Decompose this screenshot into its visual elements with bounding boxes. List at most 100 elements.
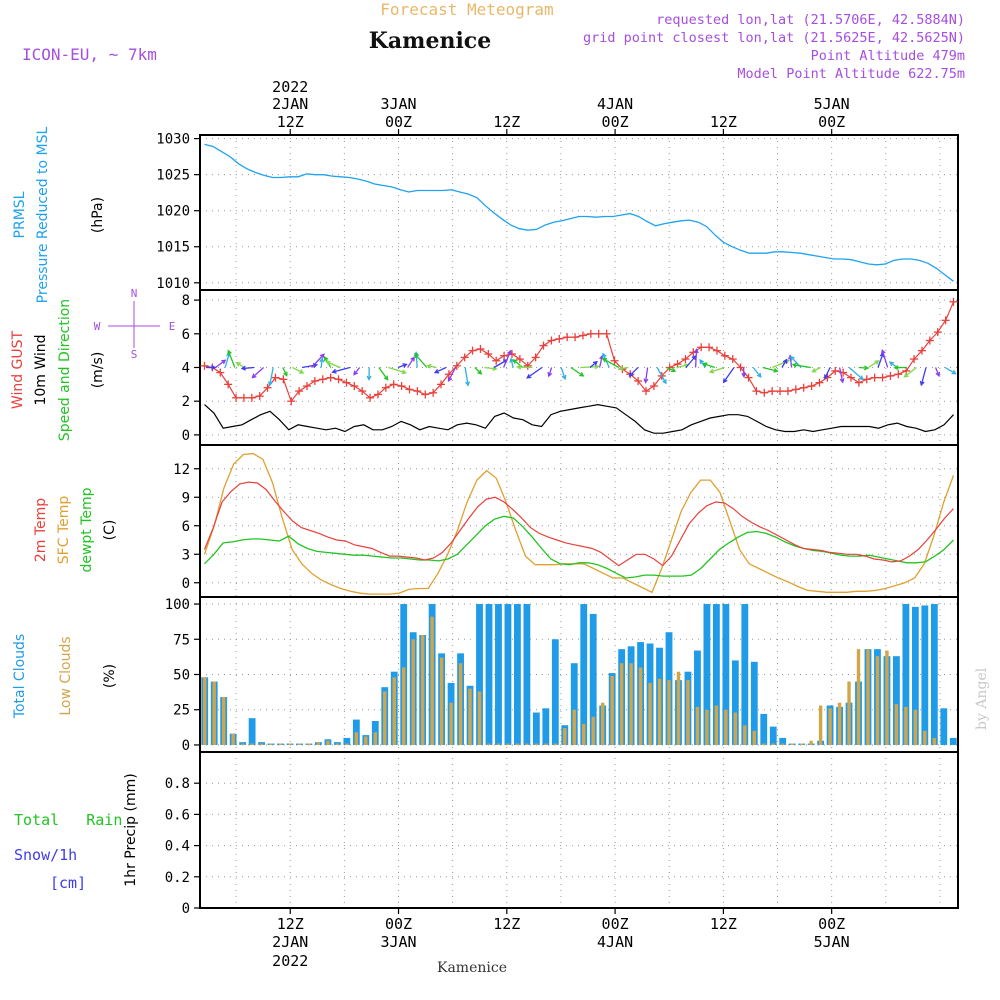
- low-cloud-bar: [591, 716, 595, 745]
- pressure-ytick-label: 1010: [156, 276, 190, 292]
- wind-arrow-head: [383, 375, 389, 381]
- wind-arrow: [589, 361, 598, 368]
- low-cloud-bar: [705, 709, 709, 745]
- clouds-bars: [201, 604, 957, 745]
- bottom-time-label: 12Z: [277, 915, 304, 933]
- total-cloud-bar: [694, 650, 701, 745]
- pressure-prmsl-line: [204, 143, 954, 282]
- wind-gust-marker: [705, 343, 714, 352]
- wind-arrow: [676, 364, 689, 369]
- wind-arrow-head: [331, 368, 337, 374]
- total-cloud-bar: [722, 604, 730, 745]
- wind-gust-marker: [547, 336, 556, 345]
- wind-gust-marker: [807, 382, 816, 391]
- pressure-unit: (hPa): [90, 197, 106, 233]
- wind-arrow: [723, 367, 735, 383]
- wind-arrow: [378, 367, 389, 381]
- low-cloud-bar: [449, 702, 453, 745]
- low-cloud-bar: [866, 649, 870, 745]
- wind-gust-marker: [271, 373, 280, 382]
- low-cloud-bar: [326, 740, 330, 745]
- total-cloud-bar: [495, 604, 502, 745]
- total-cloud-bar: [741, 604, 749, 745]
- wind-arrow-head: [299, 369, 305, 374]
- low-cloud-bar: [818, 705, 823, 745]
- total-cloud-bar: [940, 708, 948, 745]
- wind-gust-marker: [744, 373, 753, 382]
- wind-gust-marker: [571, 333, 580, 342]
- model-label: ICON-EU, ~ 7km: [22, 45, 157, 64]
- low-cloud-bar: [250, 743, 254, 745]
- low-cloud-bar: [373, 732, 377, 745]
- low-cloud-bar: [799, 743, 804, 745]
- top-time-label: 5JAN: [814, 95, 850, 113]
- precipitation-ytick-label: 0.8: [165, 776, 190, 792]
- bottom-time-label: 4JAN: [597, 933, 633, 951]
- wind-arrow: [292, 366, 304, 374]
- pressure-label-a: PRMSL: [12, 191, 28, 238]
- wind-arrow-head: [410, 356, 415, 362]
- wind-arrow-head: [507, 349, 512, 355]
- wind-gust-marker: [602, 329, 611, 338]
- low-cloud-bar: [345, 743, 349, 745]
- total-cloud-bar: [779, 737, 787, 745]
- wind-gust-marker: [460, 353, 469, 362]
- temperature-panel: 0 3 6 9 12: [173, 444, 959, 598]
- low-cloud-bar: [231, 733, 235, 745]
- wind-arrow-head: [722, 378, 728, 384]
- clouds-ytick-label: 0: [182, 738, 190, 754]
- low-cloud-bar: [885, 650, 889, 745]
- total-cloud-bar: [930, 604, 938, 745]
- total-cloud-bar: [523, 604, 531, 745]
- low-cloud-bar: [458, 663, 463, 745]
- wind-gust-marker: [642, 387, 651, 396]
- wind-arrow: [699, 359, 706, 368]
- total-cloud-bar: [902, 604, 910, 745]
- wind-arrow-head: [227, 349, 232, 355]
- low-cloud-bar: [676, 671, 681, 745]
- wind-arrow: [792, 364, 811, 369]
- wind-arrow-head: [366, 375, 372, 381]
- wind-arrow: [560, 367, 566, 380]
- wind-arrow-head: [601, 358, 608, 363]
- wind-ytick-label: 6: [182, 327, 190, 343]
- wind-arrow: [224, 352, 230, 368]
- wind-arrow-head: [433, 368, 440, 374]
- wind-arrow-head: [863, 365, 870, 371]
- top-time-label: 12Z: [277, 113, 304, 131]
- precip-unit: 1hr Precip (mm): [123, 773, 139, 886]
- wind-gust-marker: [531, 353, 540, 362]
- wind-arrow-head: [782, 358, 788, 364]
- low-cloud-bar: [686, 680, 690, 745]
- wind-arrow-head: [880, 348, 886, 355]
- low-cloud-bar: [203, 677, 207, 745]
- precipitation-frame: [199, 751, 959, 909]
- wind-arrow-head: [283, 371, 288, 377]
- wind-gust-marker: [515, 355, 524, 364]
- wind-gust-marker: [263, 383, 272, 392]
- wind-arrow: [944, 366, 956, 375]
- top-time-label: 12Z: [493, 113, 520, 131]
- low-cloud-bar: [837, 702, 842, 745]
- wind-arrow-head: [773, 367, 779, 373]
- total-cloud-bar: [949, 737, 957, 745]
- precipitation-ytick-label: 0.2: [165, 870, 190, 886]
- wind-arrow-head: [579, 372, 585, 377]
- total-cloud-bar: [893, 656, 900, 745]
- wind-gust-marker: [610, 356, 619, 365]
- wind-ytick-label: 2: [182, 394, 190, 410]
- low-cloud-bar: [278, 743, 283, 745]
- temperature-ytick-label: 9: [182, 490, 190, 506]
- wind-arrow: [241, 366, 255, 370]
- total-cloud-bar: [921, 605, 929, 745]
- wind-gust-marker: [476, 344, 485, 353]
- wind-gust-marker: [326, 373, 335, 382]
- watermark: by Angel: [974, 667, 990, 730]
- wind-arrow-head: [791, 362, 798, 368]
- bottom-time-label: 00Z: [602, 915, 629, 933]
- wind-gust-marker: [791, 385, 800, 394]
- total-cloud-bar: [333, 742, 341, 745]
- low-cloud-bar: [875, 656, 880, 745]
- wind-arrow: [934, 367, 940, 377]
